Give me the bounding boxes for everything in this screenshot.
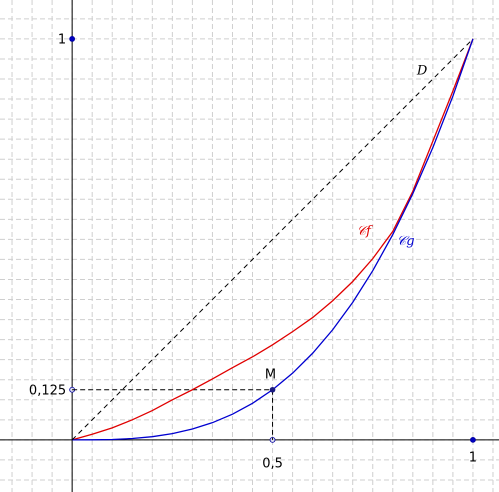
point-label: M	[265, 367, 276, 382]
series-line	[71, 38, 474, 441]
x-tick-label: 0,5	[262, 456, 283, 471]
series-label: 𝒞g	[397, 234, 415, 249]
y-tick	[69, 35, 76, 42]
x-tick-label: 1	[469, 450, 477, 465]
point	[269, 386, 276, 393]
y-tick-label: 0,125	[29, 383, 66, 398]
y-tick-label: 1	[58, 32, 66, 47]
x-tick	[470, 436, 476, 443]
series-label: 𝒞f	[357, 224, 373, 239]
series-line	[71, 38, 474, 441]
series-label: D	[416, 63, 428, 78]
